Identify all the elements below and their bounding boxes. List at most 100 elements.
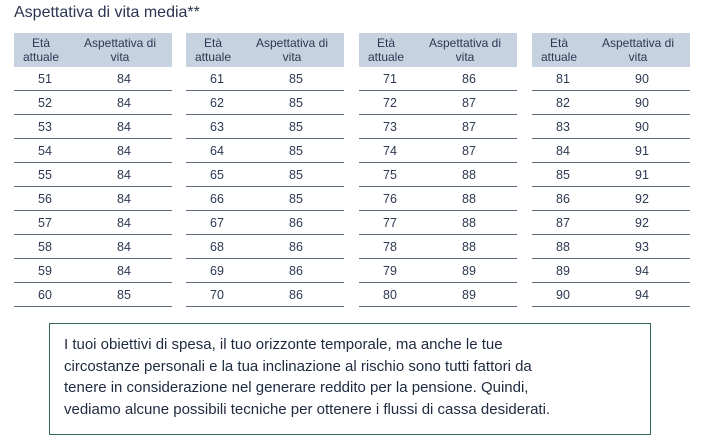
cell-current-age: 64 [210, 144, 224, 158]
table-header: Età attuale Aspettativa di vita [186, 33, 344, 67]
header-life-expectancy: Aspettativa di vita [240, 36, 344, 64]
table-row: 87 92 [532, 211, 690, 235]
table-row: 80 89 [359, 283, 517, 307]
table-row: 88 93 [532, 235, 690, 259]
cell-current-age: 51 [38, 72, 52, 86]
life-table-2: Età attuale Aspettativa di vita 61 85 62 85 63 85… [186, 33, 344, 309]
cell-current-age: 60 [38, 288, 52, 302]
cell-current-age: 88 [556, 240, 570, 254]
header-exp-line1: Aspettativa di [428, 36, 502, 50]
header-exp-line2: vita [628, 50, 648, 64]
cell-current-age: 75 [383, 168, 397, 182]
cell-life-expectancy: 86 [289, 264, 303, 278]
cell-current-age: 62 [210, 96, 224, 110]
cell-life-expectancy: 88 [462, 216, 476, 230]
table-row: 70 86 [186, 283, 344, 307]
table-row: 72 87 [359, 91, 517, 115]
cell-life-expectancy: 85 [289, 144, 303, 158]
cell-life-expectancy: 84 [117, 96, 131, 110]
table-row: 89 94 [532, 259, 690, 283]
cell-life-expectancy: 92 [635, 216, 649, 230]
life-table-4: Età attuale Aspettativa di vita 81 90 82 90 83 90… [532, 33, 690, 309]
table-row: 63 85 [186, 115, 344, 139]
header-life-expectancy: Aspettativa di vita [68, 36, 172, 64]
table-row: 55 84 [14, 163, 172, 187]
header-exp-line1: Aspettativa di [601, 36, 675, 50]
cell-life-expectancy: 85 [117, 288, 131, 302]
cell-current-age: 74 [383, 144, 397, 158]
table-row: 71 86 [359, 67, 517, 91]
note-line-4: vediamo alcune possibili tecniche per ot… [64, 400, 551, 418]
cell-current-age: 82 [556, 96, 570, 110]
table-row: 52 84 [14, 91, 172, 115]
table-row: 64 85 [186, 139, 344, 163]
cell-life-expectancy: 94 [635, 288, 649, 302]
life-table-1: Età attuale Aspettativa di vita 51 84 52 84 53 84… [14, 33, 172, 309]
header-age-line2: attuale [194, 50, 232, 64]
table-row: 84 91 [532, 139, 690, 163]
cell-life-expectancy: 84 [117, 120, 131, 134]
cell-current-age: 77 [383, 216, 397, 230]
cell-current-age: 84 [556, 144, 570, 158]
cell-current-age: 54 [38, 144, 52, 158]
cell-life-expectancy: 84 [117, 264, 131, 278]
cell-life-expectancy: 85 [289, 72, 303, 86]
cell-life-expectancy: 90 [635, 120, 649, 134]
cell-current-age: 57 [38, 216, 52, 230]
cell-current-age: 52 [38, 96, 52, 110]
cell-life-expectancy: 87 [462, 120, 476, 134]
info-note-box: I tuoi obiettivi di spesa, il tuo orizzo… [49, 323, 651, 435]
cell-current-age: 58 [38, 240, 52, 254]
cell-life-expectancy: 88 [462, 192, 476, 206]
table-row: 77 88 [359, 211, 517, 235]
table-row: 60 85 [14, 283, 172, 307]
header-exp-line2: vita [282, 50, 302, 64]
cell-life-expectancy: 87 [462, 96, 476, 110]
cell-life-expectancy: 85 [289, 96, 303, 110]
table-row: 69 86 [186, 259, 344, 283]
header-current-age: Età attuale [532, 36, 586, 64]
cell-life-expectancy: 90 [635, 96, 649, 110]
table-header: Età attuale Aspettativa di vita [14, 33, 172, 67]
table-header: Età attuale Aspettativa di vita [359, 33, 517, 67]
cell-current-age: 85 [556, 168, 570, 182]
header-current-age: Età attuale [359, 36, 413, 64]
header-current-age: Età attuale [14, 36, 68, 64]
cell-life-expectancy: 84 [117, 240, 131, 254]
table-row: 83 90 [532, 115, 690, 139]
table-row: 62 85 [186, 91, 344, 115]
cell-current-age: 89 [556, 264, 570, 278]
page-title: Aspettativa di vita media** [14, 4, 200, 21]
table-row: 86 92 [532, 187, 690, 211]
header-age-line2: attuale [540, 50, 578, 64]
cell-current-age: 67 [210, 216, 224, 230]
table-row: 65 85 [186, 163, 344, 187]
header-age-line2: attuale [22, 50, 60, 64]
life-table-3: Età attuale Aspettativa di vita 71 86 72 87 73 87… [359, 33, 517, 309]
cell-current-age: 90 [556, 288, 570, 302]
cell-life-expectancy: 90 [635, 72, 649, 86]
table-row: 57 84 [14, 211, 172, 235]
header-exp-line1: Aspettativa di [83, 36, 157, 50]
header-age-line1: Età [549, 36, 568, 50]
note-line-3: tenere in considerazione nel generare re… [64, 379, 529, 396]
cell-current-age: 68 [210, 240, 224, 254]
table-row: 76 88 [359, 187, 517, 211]
header-age-line1: Età [31, 36, 50, 50]
cell-current-age: 81 [556, 72, 570, 86]
table-row: 79 89 [359, 259, 517, 283]
cell-life-expectancy: 91 [635, 144, 649, 158]
table-row: 67 86 [186, 211, 344, 235]
cell-life-expectancy: 88 [462, 240, 476, 254]
cell-life-expectancy: 88 [462, 168, 476, 182]
cell-life-expectancy: 86 [289, 288, 303, 302]
table-header: Età attuale Aspettativa di vita [532, 33, 690, 67]
header-exp-line2: vita [455, 50, 475, 64]
header-exp-line2: vita [110, 50, 130, 64]
table-row: 73 87 [359, 115, 517, 139]
table-row: 68 86 [186, 235, 344, 259]
cell-current-age: 86 [556, 192, 570, 206]
table-row: 78 88 [359, 235, 517, 259]
cell-life-expectancy: 91 [635, 168, 649, 182]
note-line-2: circostanze personali e la tua inclinazi… [64, 357, 532, 375]
